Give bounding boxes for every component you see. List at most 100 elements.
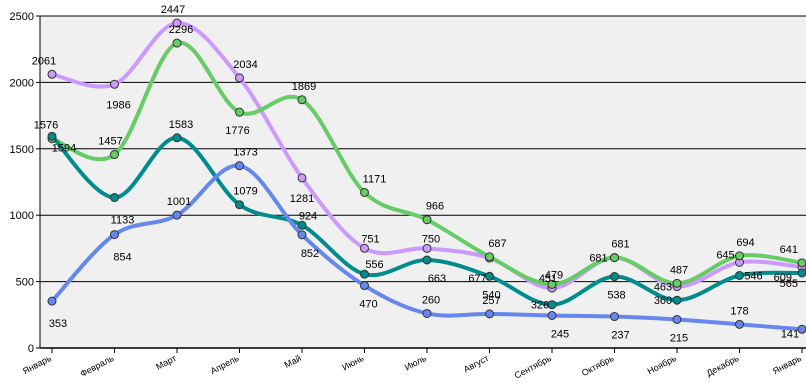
series-line — [50, 134, 804, 307]
data-point — [797, 268, 806, 278]
data-point — [422, 215, 432, 225]
data-label: 1583 — [169, 119, 193, 131]
plot-area — [40, 16, 806, 348]
data-point — [360, 243, 369, 253]
data-label: 360 — [654, 295, 672, 307]
data-label: 257 — [482, 295, 500, 307]
data-label: 2061 — [32, 55, 56, 67]
y-axis: 0 500 1000 1500 2000 2500 — [10, 11, 41, 355]
data-point — [47, 69, 57, 79]
data-label: 470 — [359, 299, 377, 311]
data-point — [235, 73, 244, 83]
data-label: 540 — [482, 289, 500, 301]
data-label: 645 — [716, 249, 734, 261]
data-label: 326 — [531, 300, 549, 312]
data-point — [47, 131, 57, 141]
data-point — [610, 312, 619, 322]
data-label: 463 — [654, 282, 672, 294]
x-tick-label: Июль — [403, 353, 428, 373]
data-point — [672, 314, 682, 324]
x-tick-label: Август — [462, 353, 491, 375]
series-points — [47, 18, 806, 334]
data-point — [422, 308, 432, 318]
data-label: 750 — [422, 233, 440, 245]
data-point — [297, 230, 307, 240]
data-label: 479 — [545, 269, 563, 281]
data-point — [297, 173, 307, 183]
data-label: 215 — [670, 332, 688, 344]
data-label: 556 — [365, 259, 383, 271]
data-point — [110, 79, 119, 89]
y-tick-label: 2500 — [10, 11, 34, 23]
data-point — [360, 281, 369, 291]
x-tick-label: Март — [154, 353, 178, 372]
data-label: 1986 — [106, 99, 130, 111]
data-point — [235, 107, 244, 117]
data-point — [735, 270, 744, 280]
data-point — [235, 161, 244, 171]
data-point — [547, 279, 557, 289]
data-label: 1776 — [225, 125, 249, 137]
data-point — [297, 95, 307, 105]
data-label: 260 — [422, 294, 440, 306]
data-label: 677 — [468, 273, 486, 285]
data-point — [422, 255, 432, 265]
data-label: 1133 — [111, 215, 135, 227]
x-tick-label: Июнь — [341, 353, 366, 373]
x-tick-label: Ноябрь — [646, 353, 679, 377]
data-label: 1594 — [52, 142, 76, 154]
data-label: 487 — [670, 264, 688, 276]
data-point — [172, 18, 182, 28]
data-point — [47, 296, 57, 306]
data-label: 353 — [49, 318, 67, 330]
data-label: 609 — [774, 272, 792, 284]
x-tick-label: Сентябрь — [513, 353, 554, 381]
data-point — [360, 269, 369, 279]
data-point — [172, 133, 182, 143]
data-label: 1281 — [290, 193, 314, 205]
data-label: 854 — [113, 252, 131, 264]
data-point — [547, 310, 557, 320]
data-label: 1373 — [233, 147, 257, 159]
data-point — [110, 193, 119, 203]
y-tick-label: 500 — [16, 277, 34, 289]
data-point — [672, 278, 682, 288]
data-label: 1576 — [34, 120, 58, 132]
y-tick-label: 1500 — [10, 144, 34, 156]
data-label: 641 — [780, 244, 798, 256]
data-point — [485, 252, 494, 262]
data-label: 2447 — [161, 4, 185, 16]
data-point — [172, 210, 182, 220]
data-label: 687 — [488, 238, 506, 250]
y-tick-label: 0 — [28, 343, 34, 355]
data-label: 546 — [744, 270, 762, 282]
x-tick-label: Май — [283, 353, 303, 370]
data-label: 565 — [780, 278, 798, 290]
data-point — [110, 230, 119, 240]
data-point — [610, 272, 619, 282]
data-label: 1079 — [233, 186, 257, 198]
data-label: 924 — [299, 210, 317, 222]
data-label: 681 — [589, 253, 607, 265]
data-point — [672, 295, 682, 305]
data-point — [485, 271, 494, 281]
data-label: 694 — [736, 237, 754, 249]
data-point — [422, 243, 432, 253]
data-label: 751 — [361, 233, 379, 245]
x-tick-label: Февраль — [78, 353, 115, 379]
data-label: 538 — [607, 290, 625, 302]
data-point — [735, 319, 744, 329]
data-label: 1869 — [292, 81, 316, 93]
data-label: 852 — [301, 248, 319, 260]
data-labels: 2061 1986 2447 2034 1281 751 750 677 451 681 463 64… — [32, 4, 799, 344]
x-tick-label: Январь — [21, 353, 53, 376]
data-point — [735, 251, 744, 261]
data-label: 663 — [428, 273, 446, 285]
data-label: 451 — [539, 273, 557, 285]
data-label: 1001 — [167, 196, 191, 208]
data-label: 2296 — [169, 24, 193, 36]
data-label: 1457 — [98, 136, 122, 148]
data-point — [547, 300, 557, 310]
data-point — [297, 220, 307, 230]
